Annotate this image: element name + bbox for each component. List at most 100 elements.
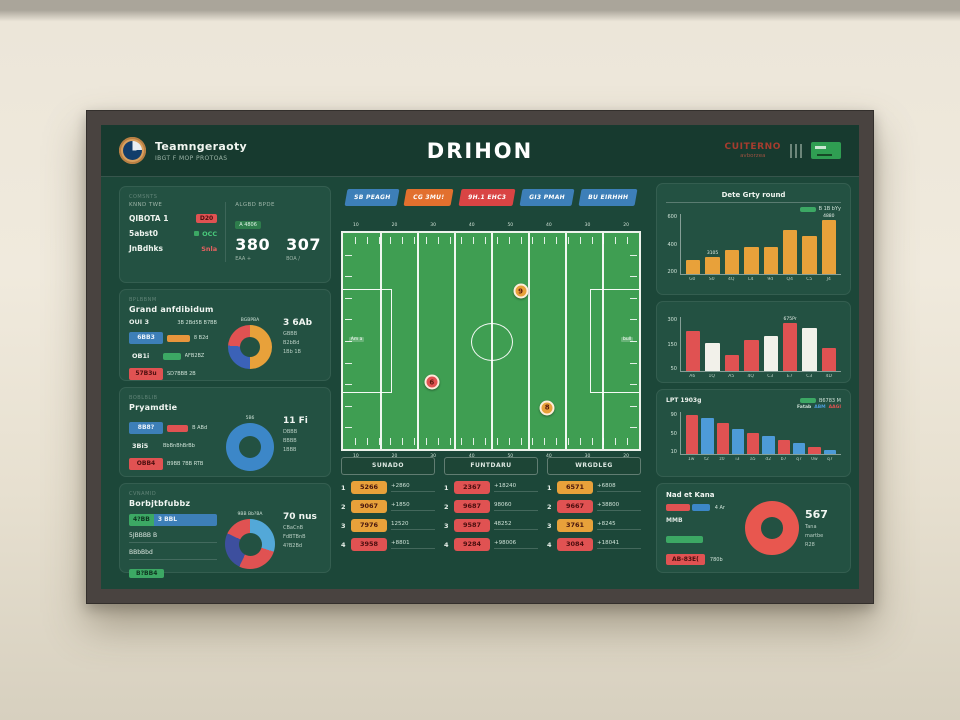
- chart-bar: [762, 436, 775, 454]
- bar-row[interactable]: OBB4 B9BB 7BB RTB: [129, 458, 217, 470]
- stat-row[interactable]: 1 2367 +18240: [444, 481, 538, 494]
- stat-table-header[interactable]: WRGDLEG: [547, 457, 641, 475]
- stat-value: 98060: [494, 502, 538, 511]
- stat-row[interactable]: 3 7976 12520: [341, 519, 435, 532]
- chart-bar: [731, 428, 745, 454]
- stat-row[interactable]: 1 5266 +2860: [341, 481, 435, 494]
- hash-mark: [461, 237, 463, 244]
- row-badge: OBB4: [129, 458, 163, 470]
- tab[interactable]: SB PEAGH: [344, 189, 400, 206]
- hash-mark: [461, 438, 463, 445]
- player-badge: 9067: [351, 500, 387, 513]
- stat-value: +8801: [391, 540, 435, 549]
- chart-bar: [821, 347, 836, 371]
- blue-bar: [692, 504, 710, 511]
- hash-mark: [630, 254, 637, 256]
- bar-row[interactable]: 6BB3 8 B2d: [129, 332, 217, 344]
- stat-row[interactable]: 4 9284 +98006: [444, 538, 538, 551]
- chart-bar: [724, 250, 740, 274]
- stat-row[interactable]: 2 9667 +38800: [547, 500, 641, 513]
- tab[interactable]: GI3 PMAH: [519, 189, 575, 206]
- hash-mark: [402, 237, 404, 244]
- stat-row[interactable]: 4 3958 +8801: [341, 538, 435, 551]
- player-marker[interactable]: 9: [513, 283, 529, 299]
- donut-chart: [228, 325, 272, 369]
- donut-chart: [745, 501, 799, 555]
- stat-value-red: Snla: [201, 244, 218, 253]
- hash-mark: [437, 438, 439, 445]
- split-badge[interactable]: 4?BB 3 BBL: [129, 514, 217, 526]
- chart-bar: [802, 236, 817, 274]
- stat-value: +98006: [494, 540, 538, 549]
- green-badge[interactable]: B?BB4: [129, 569, 165, 578]
- row-badge: 6BB3: [129, 332, 163, 344]
- bar-row[interactable]: 3Bi5 BbBnBhBrBb: [129, 440, 217, 452]
- hash-mark: [630, 319, 637, 321]
- panel-title: Grand anfdibidum: [129, 305, 214, 314]
- hash-mark: [345, 427, 352, 429]
- stat-row[interactable]: QIBOTA 1 D20: [129, 214, 218, 223]
- stat-row[interactable]: JnBdhks Snla: [129, 244, 217, 253]
- player-marker[interactable]: 8: [539, 400, 555, 416]
- stat-row[interactable]: 5abst0 OCC: [129, 229, 217, 238]
- yard-line: [602, 233, 604, 449]
- chart-title: LPT 1903g: [666, 397, 702, 404]
- chart-bar: [686, 415, 699, 454]
- yard-label: 40: [546, 454, 552, 459]
- chart-bar: [686, 331, 701, 371]
- stat-value: +6808: [597, 483, 641, 492]
- tab[interactable]: CG 3MU!: [403, 189, 455, 206]
- stat-table-header[interactable]: FUNTDARU: [444, 457, 538, 475]
- donut-legend: 567 Tana martbe R28: [805, 508, 828, 548]
- hash-mark: [496, 237, 498, 244]
- stat-row[interactable]: 4 3084 +18041: [547, 538, 641, 551]
- rank: 1: [547, 483, 552, 492]
- pitch[interactable]: Am a bull 9 6 8: [341, 231, 641, 451]
- stat-value: +2860: [391, 483, 435, 492]
- chart-bar: [808, 447, 821, 454]
- stat-row[interactable]: 2 9067 +1850: [341, 500, 435, 513]
- hash-mark: [354, 237, 356, 244]
- tab[interactable]: BU EIRHHH: [578, 189, 638, 206]
- bar-row[interactable]: OB1i AFB2BZ: [129, 350, 217, 362]
- yard-line: [491, 233, 493, 449]
- hash-mark: [544, 237, 546, 244]
- stat-value: +8245: [597, 521, 641, 530]
- hash-mark: [567, 438, 569, 445]
- stats-header: ALGBD BPDE: [235, 202, 275, 208]
- badge-value: 780b: [709, 556, 723, 563]
- yard-line: [417, 233, 419, 449]
- bar-data-label: 3105: [706, 250, 719, 256]
- player-badge: 9667: [557, 500, 593, 513]
- stat-value-green: OCC: [194, 230, 217, 238]
- green-dot-icon: [194, 231, 200, 236]
- yard-label: 20: [623, 454, 629, 459]
- bar-row[interactable]: 8B8? B ABd: [129, 422, 217, 434]
- stat-row[interactable]: 3 3761 +8245: [547, 519, 641, 532]
- player-badge: 7976: [351, 519, 387, 532]
- hash-mark: [520, 438, 522, 445]
- panel-title: Nad et Kana: [666, 491, 715, 499]
- hash-mark: [414, 237, 416, 244]
- kpi-value: 380: [235, 235, 271, 254]
- chart-bar: [823, 449, 836, 454]
- hash-mark: [485, 237, 487, 244]
- player-badge: 9687: [454, 500, 490, 513]
- chart-bar: [802, 327, 817, 371]
- hash-mark: [473, 237, 475, 244]
- player-badge: 3761: [557, 519, 593, 532]
- chart-bar: [821, 220, 836, 274]
- red-badge[interactable]: AB-83E(: [666, 554, 705, 565]
- stat-table-header[interactable]: SUNADO: [341, 457, 435, 475]
- chart-trend-panel: Dete Grty round B 1B bYy 600 400 200 3105 48…: [656, 183, 851, 295]
- stat-table: FUNTDARU 1 2367 +18240 2 9687 98060 3 9587 48252 4…: [444, 457, 538, 551]
- stat-row[interactable]: 2 9687 98060: [444, 500, 538, 513]
- chart-bar: [747, 433, 760, 454]
- bar-row[interactable]: 57B3u SD7BBB 2B: [129, 368, 217, 380]
- tab[interactable]: 9H.1 EHC3: [458, 189, 516, 206]
- stat-row[interactable]: 3 9587 48252: [444, 519, 538, 532]
- stat-row[interactable]: 1 6571 +6808: [547, 481, 641, 494]
- flag-badge-icon[interactable]: [811, 142, 841, 159]
- player-marker[interactable]: 6: [424, 374, 440, 390]
- yard-label: 30: [584, 223, 591, 228]
